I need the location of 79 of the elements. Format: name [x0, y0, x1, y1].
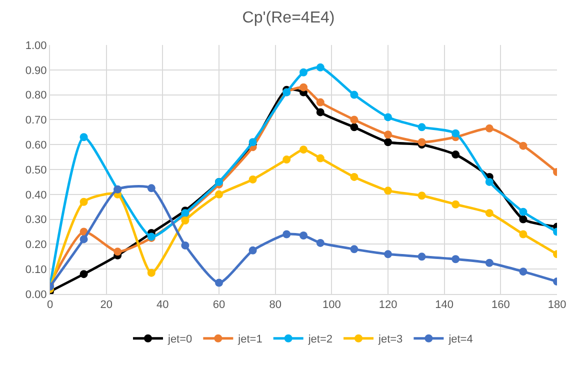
point	[282, 230, 291, 238]
point	[300, 146, 308, 154]
point	[350, 172, 358, 181]
y-tick-label: 0.70	[25, 114, 47, 127]
point	[316, 98, 324, 106]
legend-label: jet=2	[307, 334, 333, 346]
x-tick-label: 120	[378, 299, 398, 312]
point	[418, 138, 426, 146]
x-tick-label: 40	[156, 299, 169, 312]
point	[350, 123, 358, 132]
point	[519, 142, 528, 150]
point	[316, 238, 324, 247]
y-tick-label: 1.00	[25, 40, 47, 52]
point	[316, 154, 324, 162]
point	[384, 130, 392, 139]
point	[519, 215, 528, 224]
point	[452, 150, 460, 159]
point	[215, 190, 223, 198]
point	[300, 83, 308, 92]
point	[300, 231, 308, 240]
point	[248, 175, 257, 184]
point	[350, 116, 358, 124]
point	[452, 255, 460, 264]
point	[384, 186, 392, 195]
point	[519, 230, 528, 238]
x-tick-label: 20	[100, 299, 112, 312]
y-tick-label: 0.80	[25, 90, 47, 102]
point	[485, 258, 494, 267]
point	[350, 90, 358, 99]
point	[418, 123, 426, 132]
y-tick-label: 0.50	[25, 164, 47, 176]
point	[452, 200, 460, 208]
point	[418, 252, 426, 261]
point	[350, 245, 358, 254]
y-tick-label: 0.10	[25, 264, 47, 276]
point	[248, 138, 257, 146]
point	[80, 133, 88, 142]
point	[452, 129, 460, 138]
point	[316, 63, 324, 72]
legend-label: jet=1	[237, 334, 262, 346]
y-tick-label: 0.00	[25, 288, 47, 301]
y-tick-label: 0.20	[25, 239, 47, 252]
x-tick-label: 180	[548, 299, 566, 312]
point	[418, 192, 426, 200]
point	[519, 268, 528, 276]
point	[181, 241, 190, 250]
point	[300, 68, 308, 76]
point	[248, 246, 257, 254]
point	[181, 216, 190, 225]
point	[519, 208, 528, 216]
point	[485, 124, 494, 132]
legend-label: jet=3	[378, 334, 403, 346]
point	[80, 198, 88, 206]
y-tick-label: 0.30	[25, 214, 47, 226]
x-tick-label: 80	[269, 299, 282, 312]
point	[80, 235, 88, 244]
point	[147, 268, 156, 277]
y-tick-label: 0.40	[25, 189, 47, 202]
legend-label: jet=4	[448, 334, 473, 346]
x-tick-label: 140	[435, 299, 454, 312]
point	[282, 156, 291, 164]
x-tick-label: 60	[212, 299, 226, 312]
point	[114, 248, 122, 256]
point	[147, 184, 156, 192]
point	[316, 108, 324, 116]
point	[384, 113, 392, 122]
legend-label: jet=0	[167, 334, 192, 346]
point	[485, 178, 494, 186]
point	[384, 138, 392, 146]
y-tick-label: 0.60	[25, 139, 47, 152]
chart-title: Cp'(Re=4E4)	[242, 10, 335, 26]
x-tick-label: 160	[491, 299, 510, 312]
point	[80, 270, 88, 278]
x-tick-label: 100	[322, 299, 341, 312]
point	[384, 250, 392, 258]
x-tick-label: 0	[46, 299, 54, 312]
point	[215, 278, 223, 287]
y-tick-label: 0.90	[25, 64, 47, 77]
point	[485, 209, 494, 218]
